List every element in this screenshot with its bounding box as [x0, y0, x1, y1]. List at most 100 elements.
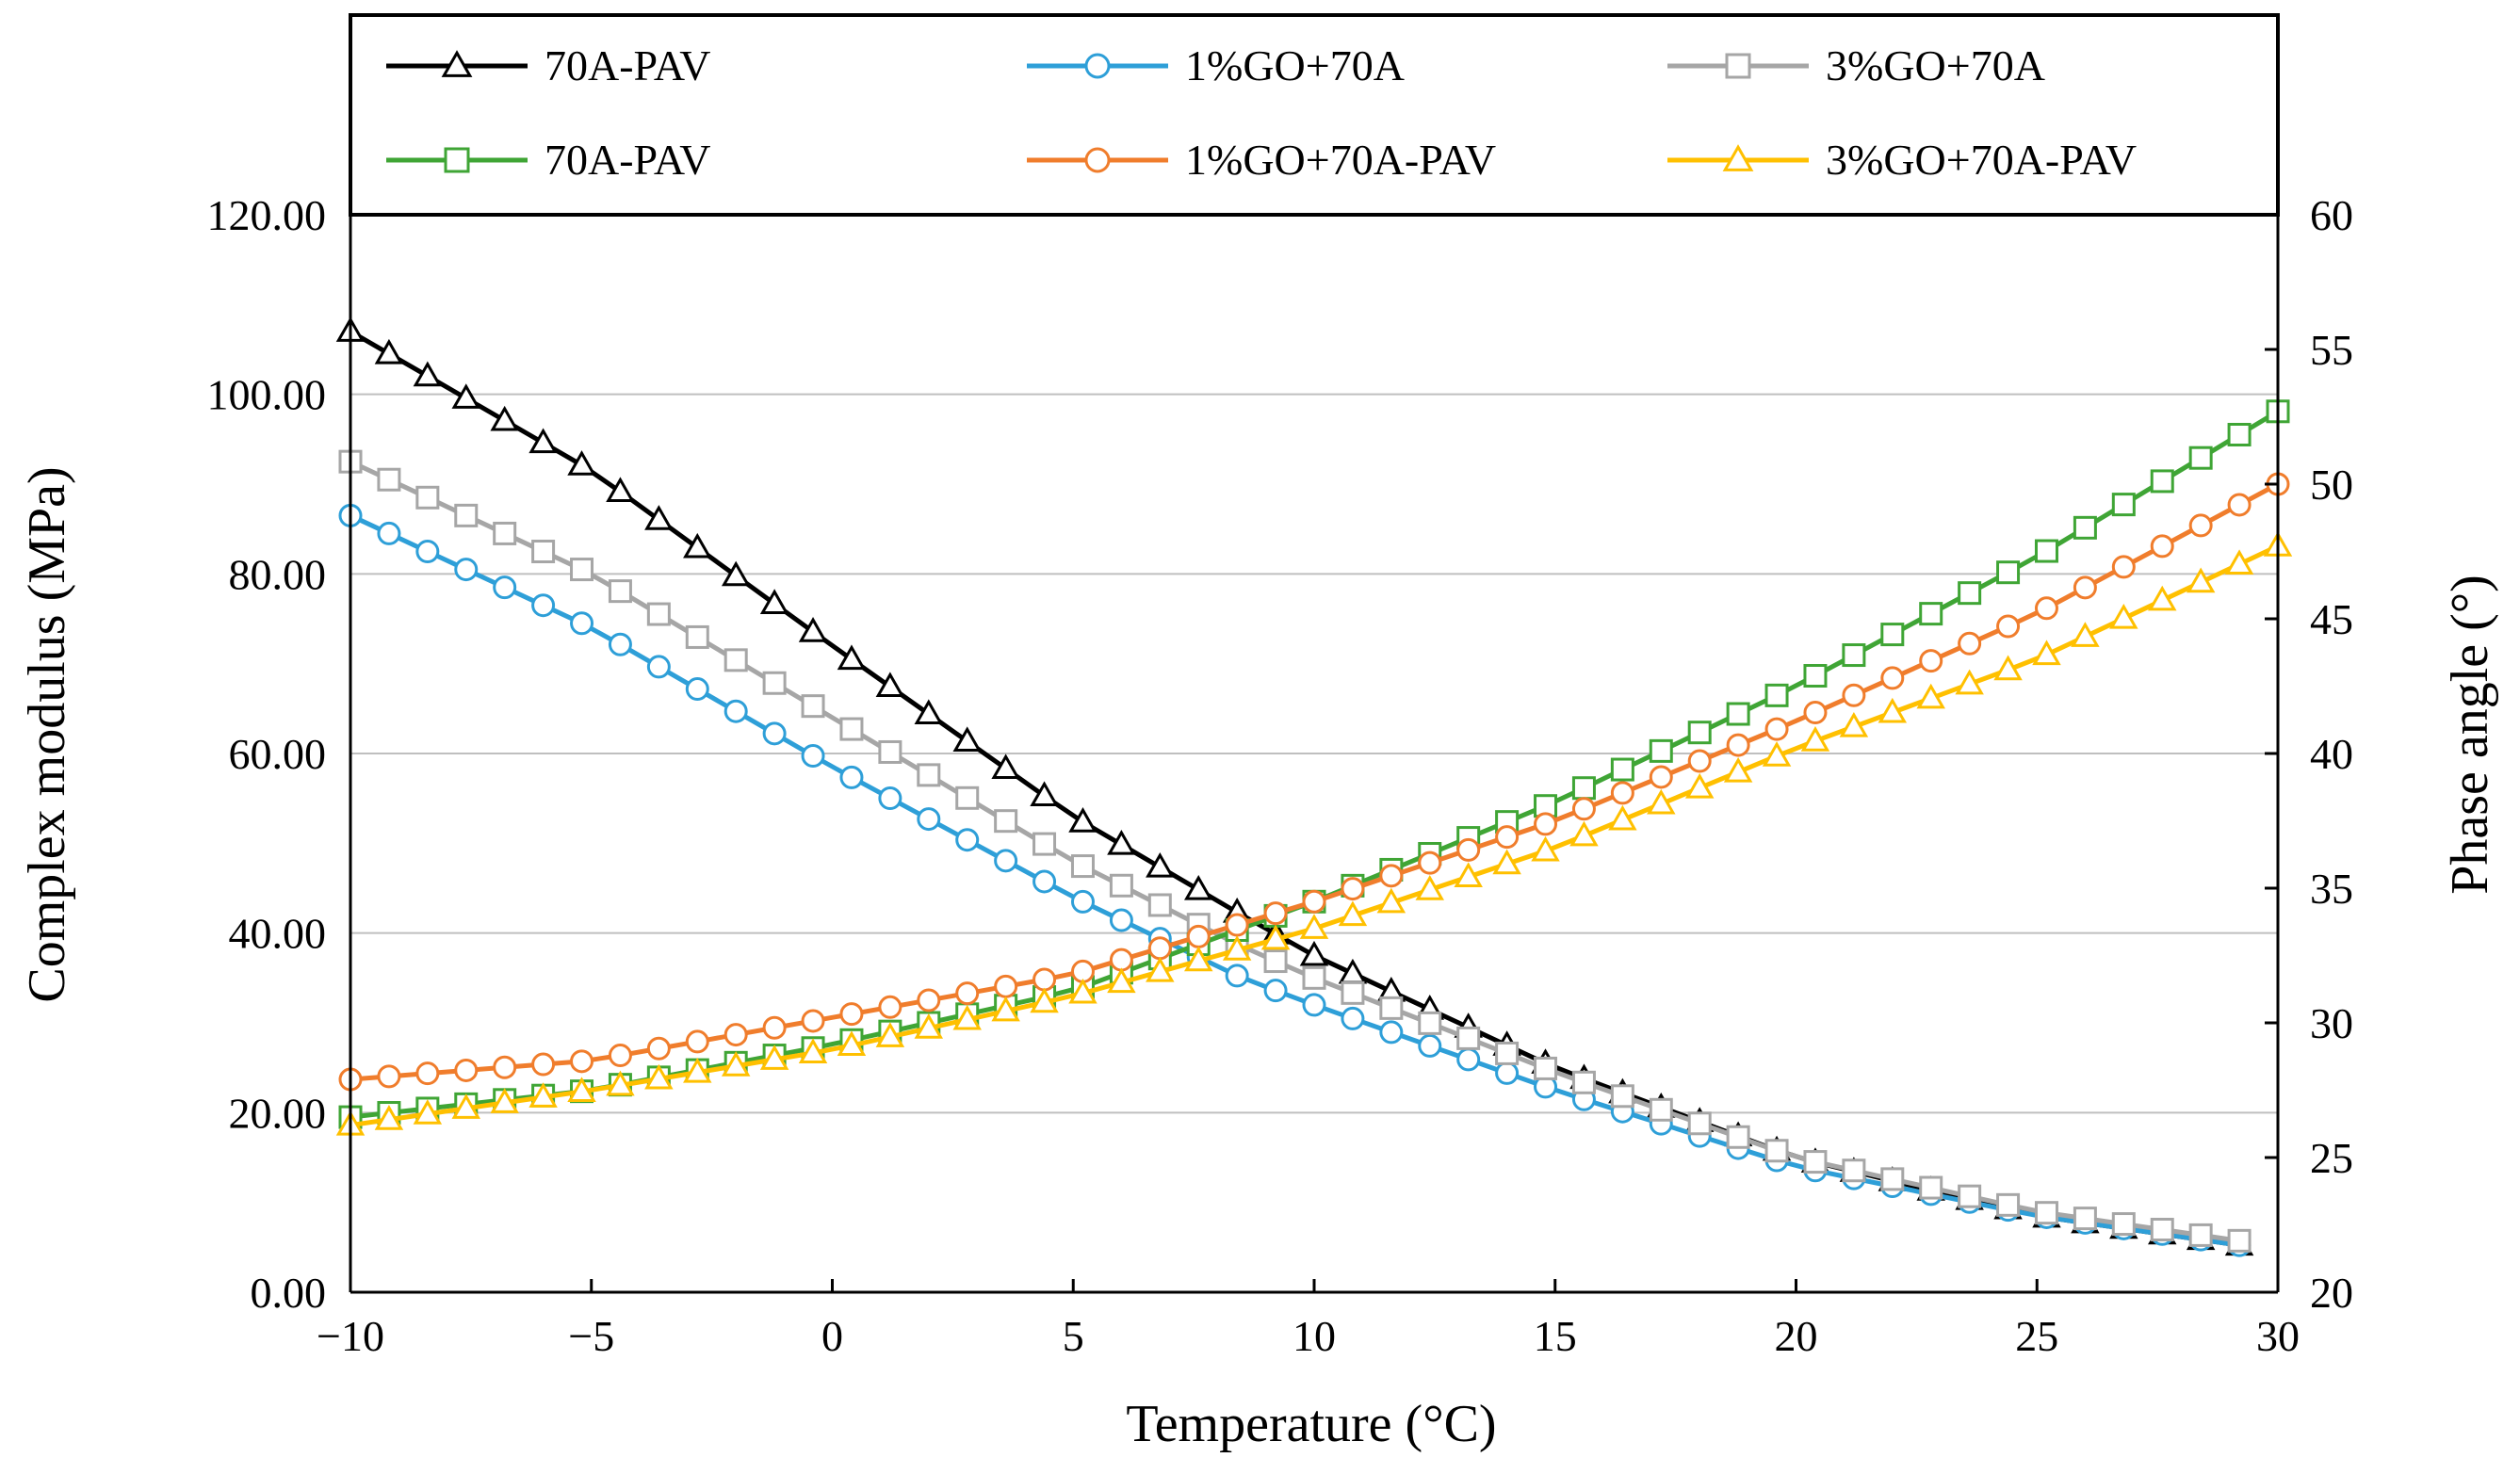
data-point: [1032, 869, 1057, 894]
x-tick-label: 5: [1063, 1312, 1084, 1360]
data-point: [1996, 614, 2021, 639]
data-point: [685, 1029, 709, 1054]
data-point: [454, 503, 479, 527]
data-point: [1958, 1184, 1982, 1208]
data-point: [1456, 837, 1481, 862]
data-point: [1107, 967, 1136, 994]
data-point: [1878, 697, 1908, 723]
data-point: [2111, 493, 2136, 517]
data-point: [878, 739, 902, 764]
y-left-axis-title: Complex modulus (MPa): [18, 466, 76, 1002]
data-point: [2109, 603, 2138, 629]
data-point: [1880, 666, 1905, 690]
data-point: [413, 1099, 443, 1125]
data-point: [570, 611, 594, 636]
data-point: [1147, 893, 1172, 917]
x-tick-label: −5: [568, 1312, 614, 1360]
y-right-tick-label: 25: [2310, 1134, 2353, 1182]
data-point: [1726, 733, 1750, 757]
data-point: [721, 560, 751, 587]
data-point: [377, 467, 401, 492]
y-left-tick-label: 20.00: [229, 1089, 327, 1137]
data-point: [1146, 956, 1175, 982]
data-point: [1649, 765, 1673, 789]
series-line: [349, 329, 2240, 1248]
data-point: [839, 717, 864, 741]
y-left-tick-label: 80.00: [229, 550, 327, 598]
data-point: [1454, 862, 1483, 887]
data-point: [839, 765, 864, 789]
data-point: [1800, 726, 1830, 752]
series-5: [338, 472, 2290, 1092]
y-right-tick-label: 45: [2310, 595, 2353, 643]
data-point: [1068, 807, 1097, 833]
data-point: [1032, 832, 1057, 856]
x-tick-label: 25: [2015, 1312, 2058, 1360]
data-point: [1376, 887, 1406, 914]
data-point: [493, 521, 517, 545]
data-point: [685, 624, 709, 649]
data-point: [1492, 849, 1521, 875]
data-point: [1418, 1011, 1442, 1035]
x-tick-label: 10: [1293, 1312, 1336, 1360]
data-point: [762, 721, 787, 746]
data-point: [839, 1002, 864, 1027]
y-right-tick-label: 55: [2310, 326, 2353, 374]
data-point: [1610, 1084, 1634, 1109]
data-point: [1341, 980, 1365, 1005]
legend-swatch-marker: [1722, 144, 1754, 171]
data-point: [1608, 804, 1637, 831]
data-point: [2227, 1228, 2252, 1253]
data-point: [1649, 738, 1673, 763]
data-point: [952, 726, 982, 753]
legend-label: 1%GO+70A-PAV: [1185, 136, 1496, 184]
data-point: [1571, 797, 1596, 821]
data-point: [1647, 788, 1676, 815]
data-point: [451, 1093, 480, 1119]
legend-label: 70A-PAV: [545, 136, 710, 184]
y-right-tick-label: 20: [2310, 1269, 2353, 1317]
y-right-tick-label: 50: [2310, 461, 2353, 509]
data-point: [2032, 640, 2061, 666]
data-point: [570, 1049, 594, 1074]
data-point: [1919, 602, 1943, 626]
data-point: [1146, 851, 1175, 878]
data-point: [377, 1064, 401, 1089]
data-point: [1919, 649, 1943, 673]
data-point: [493, 575, 517, 600]
data-point: [917, 988, 941, 1012]
data-point: [683, 532, 712, 559]
y-right-axis-title: Phase angle (°): [2441, 575, 2499, 895]
legend-swatch-marker: [441, 50, 473, 77]
legend: 70A-PAV 1%GO+70A 3%GO+70A 70A-PAV 1%GO+70A-P…: [349, 13, 2280, 217]
data-point: [917, 807, 941, 832]
data-point: [1263, 949, 1288, 974]
data-point: [1302, 993, 1326, 1017]
data-point: [528, 1082, 558, 1108]
series-3: [338, 449, 2252, 1253]
data-point: [723, 1023, 748, 1047]
data-point: [1184, 874, 1213, 900]
data-point: [762, 671, 787, 695]
data-point: [1880, 623, 1905, 647]
series-4: [338, 399, 2290, 1129]
data-point: [991, 996, 1020, 1022]
data-point: [1302, 889, 1326, 914]
data-point: [1996, 1192, 2021, 1217]
data-point: [2150, 1217, 2174, 1241]
data-point: [759, 1045, 789, 1070]
legend-item: 70A-PAV: [386, 136, 710, 184]
data-point: [606, 477, 635, 502]
data-point: [493, 1055, 517, 1079]
data-point: [1418, 1033, 1442, 1058]
data-point: [2073, 1207, 2097, 1231]
data-point: [1687, 721, 1712, 745]
data-point: [1109, 908, 1133, 932]
data-point: [567, 1077, 596, 1102]
data-point: [644, 505, 674, 530]
data-point: [415, 540, 440, 563]
legend-item: 1%GO+70A: [1027, 41, 1405, 89]
data-point: [1764, 1139, 1789, 1163]
data-point: [1109, 948, 1133, 972]
data-point: [1610, 757, 1634, 782]
